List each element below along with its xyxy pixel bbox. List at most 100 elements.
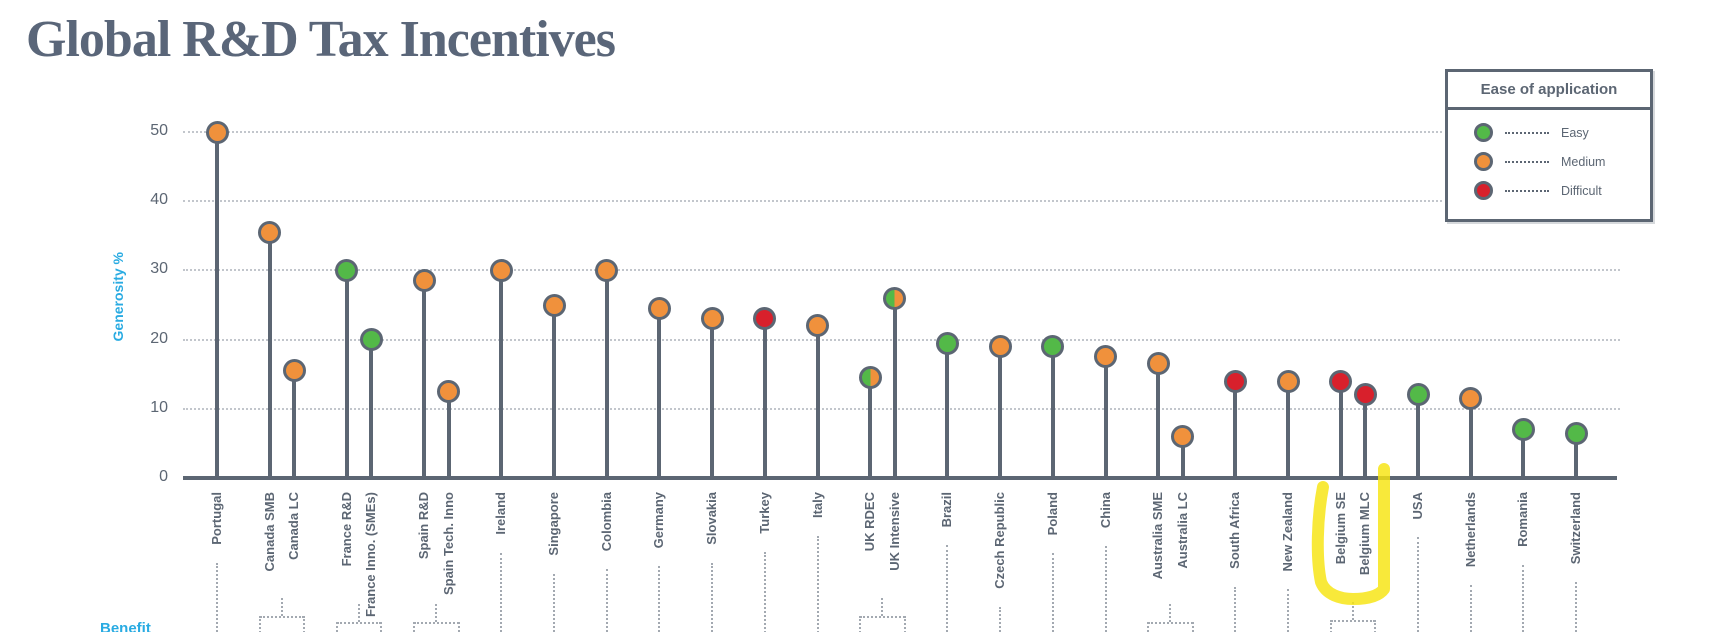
pair-connector-stub [881, 598, 884, 616]
x-label-germany: Germany [651, 492, 667, 549]
marker-czech-republic [988, 335, 1012, 359]
lollipop-stem-new-zealand [1286, 381, 1291, 478]
pair-connector-bar [259, 616, 305, 618]
lollipop-stem-usa [1416, 394, 1420, 478]
marker-australia-lc [1171, 424, 1195, 448]
legend-leader-line [1505, 189, 1549, 192]
marker-australia-sme [1146, 352, 1170, 376]
x-label-spain-r-d: Spain R&D [416, 492, 432, 560]
legend-row-medium: Medium [1448, 147, 1650, 176]
marker-canada-smb [258, 220, 282, 244]
pair-connector-stub [1352, 602, 1355, 620]
lollipop-stem-brazil [945, 343, 950, 478]
label-connector-line [1234, 587, 1237, 632]
lollipop-stem-poland [1050, 346, 1055, 478]
marker-netherlands [1459, 386, 1483, 410]
lollipop-stem-turkey [762, 318, 767, 478]
lollipop-stem-uk-rdec [868, 377, 873, 478]
label-connector-line [605, 569, 608, 632]
lollipop-stem-china [1103, 356, 1108, 478]
x-axis-line [183, 476, 1617, 480]
label-connector-line [216, 563, 218, 632]
marker-belgium-se [1329, 369, 1353, 393]
marker-slovakia [700, 307, 724, 331]
x-label-belgium-mlc: Belgium MLC [1357, 492, 1373, 576]
marker-ireland [489, 258, 513, 282]
x-label-uk-rdec: UK RDEC [862, 492, 878, 552]
pair-connector-stub [1169, 604, 1172, 622]
legend-leader-line [1505, 160, 1549, 163]
label-connector-line [1469, 585, 1472, 632]
pair-connector-bar [1330, 620, 1376, 622]
pair-connector-bar [336, 622, 382, 624]
legend-box: Ease of application Easy Medium Difficul… [1445, 69, 1653, 222]
marker-uk-intensive [883, 286, 907, 310]
marker-colombia [595, 258, 619, 282]
lollipop-stem-france-r-d [344, 270, 349, 478]
gridline-30 [183, 269, 1620, 272]
marker-usa [1406, 383, 1430, 407]
x-label-usa: USA [1410, 492, 1425, 520]
marker-brazil [935, 331, 959, 355]
x-label-south-africa: South Africa [1227, 492, 1243, 569]
x-label-australia-lc: Australia LC [1174, 492, 1190, 569]
marker-turkey [753, 307, 777, 331]
clipped-axis-label: Benefit [100, 620, 151, 632]
lollipop-stem-colombia [604, 270, 609, 478]
lollipop-stem-uk-intensive [892, 298, 897, 478]
marker-south-africa [1223, 369, 1247, 393]
label-connector-line [816, 536, 819, 632]
lollipop-stem-germany [657, 308, 662, 478]
legend-title: Ease of application [1448, 72, 1650, 110]
label-connector-line [500, 553, 503, 632]
y-axis-label: Generosity % [110, 252, 126, 342]
lollipop-stem-belgium-se [1338, 381, 1343, 478]
pair-connector-drop [1374, 620, 1377, 632]
lollipop-stem-romania [1521, 429, 1526, 478]
x-label-poland: Poland [1044, 492, 1060, 536]
marker-belgium-mlc [1353, 383, 1377, 407]
label-connector-line [1287, 589, 1290, 632]
marker-portugal [205, 120, 229, 144]
medium-swatch-icon [1474, 152, 1493, 171]
gridline-50 [183, 131, 1442, 133]
lollipop-stem-spain-tech-inno [446, 391, 451, 478]
label-connector-line [1051, 553, 1054, 632]
marker-france-r-d [335, 258, 359, 282]
label-connector-line [763, 552, 766, 632]
pair-connector-drop [303, 616, 306, 632]
x-label-uk-intensive: UK Intensive [886, 492, 902, 571]
marker-poland [1041, 335, 1065, 359]
pair-connector-drop [1147, 622, 1150, 632]
lollipop-stem-italy [815, 325, 820, 478]
page-title: Global R&D Tax Incentives [26, 11, 616, 68]
x-label-turkey: Turkey [756, 492, 772, 534]
label-connector-line [999, 607, 1002, 632]
difficult-swatch-icon [1474, 181, 1493, 200]
marker-new-zealand [1276, 369, 1300, 393]
label-connector-line [553, 574, 555, 632]
lollipop-stem-canada-lc [292, 370, 297, 478]
marker-switzerland [1564, 421, 1588, 445]
pair-connector-bar [860, 616, 905, 618]
marker-singapore [542, 293, 566, 317]
x-label-italy: Italy [809, 492, 825, 519]
marker-romania [1511, 418, 1535, 442]
pair-connector-bar [1148, 622, 1193, 624]
x-label-singapore: Singapore [546, 492, 561, 556]
x-label-belgium-se: Belgium SE [1332, 492, 1348, 565]
x-label-netherlands: Netherlands [1462, 492, 1478, 568]
legend-label: Difficult [1561, 183, 1602, 198]
pair-connector-drop [1191, 622, 1194, 632]
label-connector-line [658, 566, 661, 632]
marker-italy [806, 314, 829, 338]
y-tick-20: 20 [150, 329, 168, 347]
pair-connector-drop [258, 616, 261, 632]
lollipop-stem-czech-republic [998, 346, 1003, 478]
y-tick-0: 0 [159, 468, 168, 485]
y-tick-50: 50 [150, 122, 168, 139]
y-tick-10: 10 [150, 398, 168, 416]
lollipop-stem-france-inno-smes [369, 339, 374, 478]
x-label-czech-republic: Czech Republic [992, 492, 1008, 589]
x-label-romania: Romania [1515, 492, 1531, 547]
